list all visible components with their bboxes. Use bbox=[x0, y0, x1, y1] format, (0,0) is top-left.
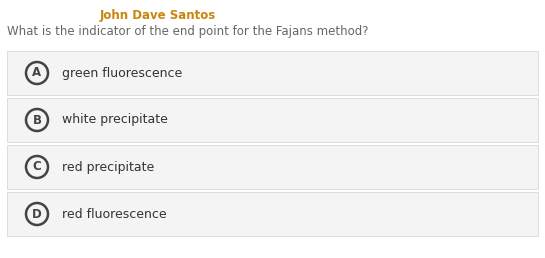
Text: What is the indicator of the end point for the Fajans method?: What is the indicator of the end point f… bbox=[7, 25, 368, 38]
FancyBboxPatch shape bbox=[7, 192, 538, 236]
Text: B: B bbox=[33, 114, 41, 126]
Text: red fluorescence: red fluorescence bbox=[62, 207, 167, 221]
Text: red precipitate: red precipitate bbox=[62, 160, 154, 173]
FancyBboxPatch shape bbox=[7, 51, 538, 95]
Text: D: D bbox=[32, 207, 42, 221]
Text: white precipitate: white precipitate bbox=[62, 114, 168, 126]
Text: John Dave Santos: John Dave Santos bbox=[100, 9, 216, 22]
FancyBboxPatch shape bbox=[7, 98, 538, 142]
FancyBboxPatch shape bbox=[7, 145, 538, 189]
Text: C: C bbox=[33, 160, 41, 173]
Text: green fluorescence: green fluorescence bbox=[62, 67, 182, 79]
Text: A: A bbox=[33, 67, 41, 79]
